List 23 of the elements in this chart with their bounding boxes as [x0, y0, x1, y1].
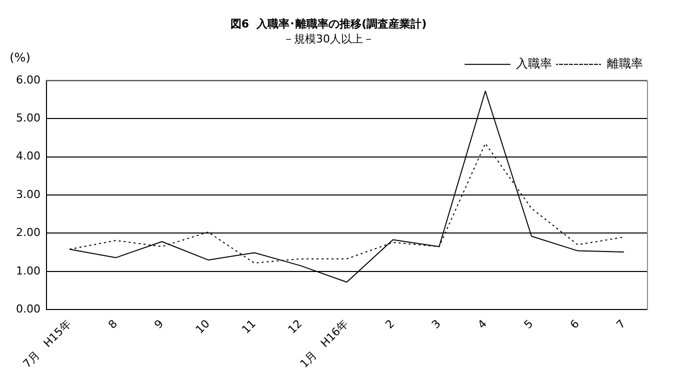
x-tick-label: 2 [382, 317, 398, 332]
legend-label: 入職率 [516, 56, 552, 71]
y-tick-label: 4.00 [16, 150, 40, 163]
x-tick-label: 4 [475, 317, 490, 332]
y-tick-label: 5.00 [16, 111, 40, 124]
y-tick-label: 2.00 [16, 226, 40, 240]
y-tick-label: 6.00 [16, 73, 40, 86]
x-tick-label: 5 [522, 317, 536, 332]
x-tick-label: 7 [614, 317, 628, 332]
legend-label: 離職率 [607, 56, 643, 71]
y-tick-label: 1.00 [16, 264, 40, 278]
x-tick-label: 10 [193, 317, 212, 336]
x-tick-label: 6 [568, 317, 582, 332]
x-tick-label: 12 [286, 317, 305, 336]
chart-subtitle: －規模30人以上－ [283, 32, 374, 46]
y-tick-label: 0.00 [16, 302, 40, 316]
x-tick-label: 9 [152, 317, 166, 332]
chart-title: 図6 入職率･離職率の推移(調査産業計) [230, 17, 427, 30]
y-tick-label: 3.00 [16, 188, 40, 201]
y-axis-title: (%) [10, 50, 30, 65]
x-tick-label: 3 [429, 317, 444, 332]
x-tick-label: 8 [106, 317, 120, 332]
x-tick-label: 11 [239, 317, 259, 336]
